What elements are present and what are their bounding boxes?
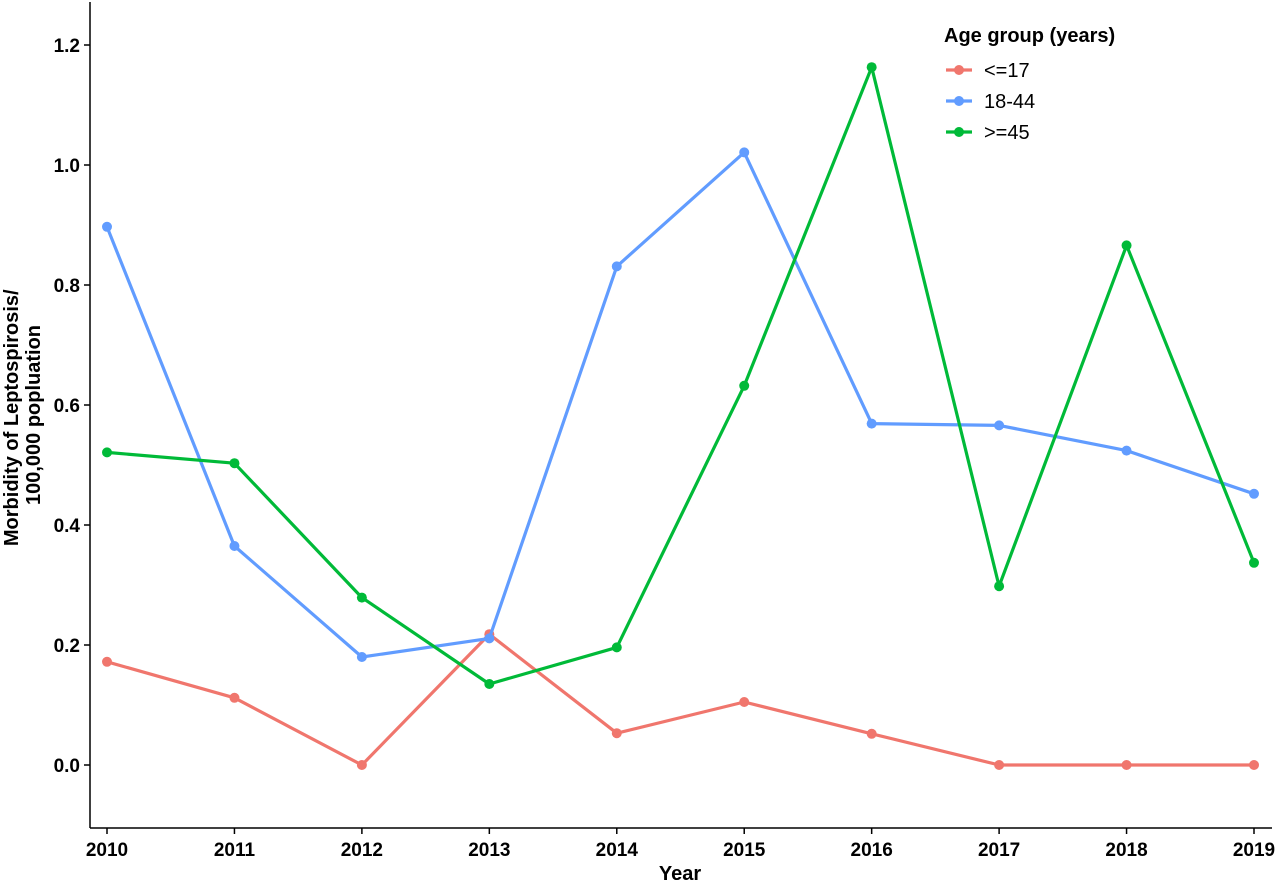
data-point <box>229 541 240 551</box>
data-point <box>102 656 112 667</box>
data-point <box>484 679 495 689</box>
legend-title: Age group (years) <box>944 25 1115 47</box>
data-point <box>102 447 112 458</box>
legend: Age group (years) <=17 18-44 >=45 <box>944 25 1115 144</box>
series-line <box>105 150 1255 659</box>
x-tick-label: 2018 <box>1105 840 1147 861</box>
data-point <box>102 221 112 232</box>
y-axis-title-line-2: 100,000 popluation <box>23 325 45 505</box>
data-point <box>356 592 367 603</box>
x-tick-label: 2011 <box>214 840 256 861</box>
y-tick-label: 0.4 <box>54 516 81 537</box>
data-point <box>994 420 1005 431</box>
y-tick-label: 0.2 <box>54 636 80 657</box>
legend-label: >=45 <box>984 122 1030 144</box>
data-point <box>229 692 240 703</box>
data-point <box>1249 488 1259 499</box>
x-tick-label: 2015 <box>723 840 766 861</box>
data-point <box>739 380 750 391</box>
series-group <box>102 62 1259 689</box>
x-axis-title: Year <box>659 863 701 884</box>
data-point <box>1121 240 1132 251</box>
legend-label: 18-44 <box>984 91 1035 113</box>
legend-key-point <box>954 65 964 75</box>
data-point <box>994 760 1005 770</box>
y-axis-title: Morbidity of Leptospirosis/ 100,000 popl… <box>1 284 45 546</box>
data-point <box>484 633 495 644</box>
y-tick-label: 1.0 <box>54 156 80 177</box>
data-point <box>229 458 240 469</box>
series-line <box>106 65 1256 686</box>
x-axis-ticks: 2010 2011 2012 2013 2014 2015 2016 2017 2018 2019 <box>86 828 1275 861</box>
series-layer <box>102 62 1259 770</box>
y-tick-label: 0.6 <box>54 396 80 417</box>
y-axis-ticks: 0.0 0.2 0.4 0.6 0.8 1.0 1.2 <box>54 36 90 777</box>
y-axis-title-line-1: Morbidity of Leptospirosis/ <box>1 289 23 546</box>
series-line <box>106 632 1254 767</box>
legend-key-point <box>954 127 964 137</box>
legend-key-point <box>954 96 964 106</box>
x-tick-label: 2019 <box>1233 840 1275 861</box>
data-point <box>611 642 622 653</box>
legend-label: <=17 <box>984 60 1030 82</box>
data-point <box>1249 760 1259 770</box>
data-point <box>739 697 750 707</box>
y-tick-label: 1.2 <box>54 36 80 57</box>
data-point <box>866 418 877 429</box>
series-group <box>102 629 1259 770</box>
series-group <box>102 147 1259 662</box>
y-tick-label: 0.0 <box>54 756 80 777</box>
data-point <box>866 728 877 739</box>
data-point <box>611 728 622 739</box>
data-point <box>994 581 1005 592</box>
data-point <box>739 147 750 158</box>
data-point <box>356 760 367 770</box>
x-tick-label: 2013 <box>468 840 510 861</box>
data-point <box>1249 557 1259 568</box>
data-point <box>1121 445 1132 456</box>
x-tick-label: 2010 <box>86 840 128 861</box>
x-tick-label: 2017 <box>978 840 1020 861</box>
x-tick-label: 2016 <box>851 840 893 861</box>
axes <box>89 2 1272 829</box>
data-point <box>356 652 367 662</box>
data-point <box>1121 760 1132 770</box>
data-point <box>866 62 877 73</box>
x-tick-label: 2014 <box>596 840 639 861</box>
y-tick-label: 0.8 <box>54 276 80 297</box>
legend-items: <=17 18-44 >=45 <box>946 60 1035 144</box>
x-tick-label: 2012 <box>341 840 383 861</box>
data-point <box>611 261 622 272</box>
